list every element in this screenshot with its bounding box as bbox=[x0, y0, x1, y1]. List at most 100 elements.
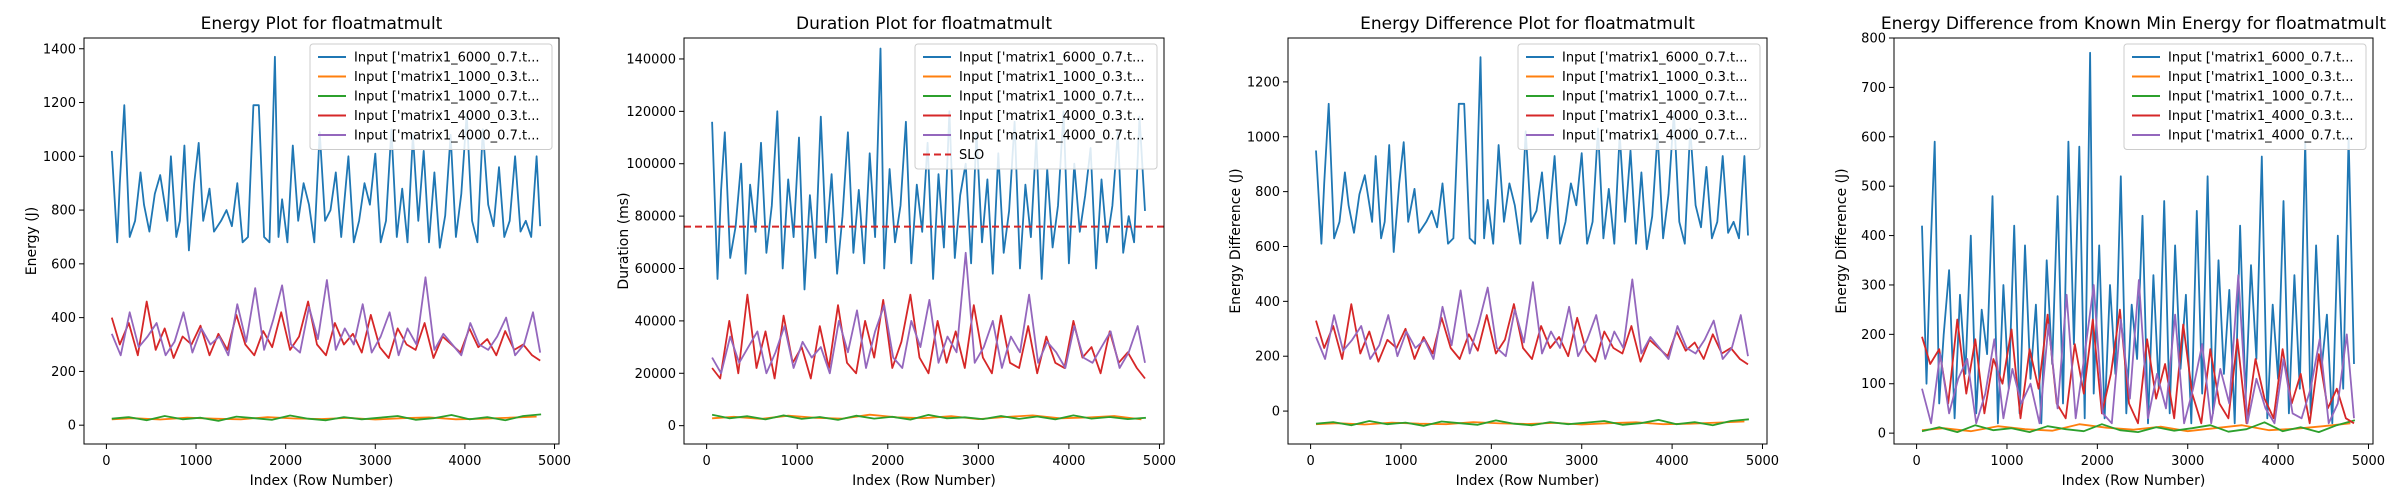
legend-label: Input ['matrix1_4000_0.7.t... bbox=[2168, 129, 2353, 144]
legend-label: Input ['matrix1_1000_0.7.t... bbox=[959, 90, 1144, 105]
x-tick-label: 3000 bbox=[1565, 454, 1598, 469]
series-line-4 bbox=[1315, 303, 1749, 366]
legend-label: Input ['matrix1_6000_0.7.t... bbox=[354, 51, 539, 66]
series-line-5 bbox=[110, 276, 542, 357]
y-tick-label: 600 bbox=[1861, 130, 1886, 145]
legend-label: Input ['matrix1_4000_0.3.t... bbox=[959, 109, 1144, 124]
plot-frame bbox=[83, 37, 560, 445]
y-tick-label: 20000 bbox=[635, 367, 676, 382]
legend-label: Input ['matrix1_1000_0.3.t... bbox=[354, 70, 539, 85]
x-axis-label: Index (Row Number) bbox=[2062, 473, 2206, 489]
y-tick-label: 1000 bbox=[43, 150, 76, 165]
legend-label: Input ['matrix1_1000_0.7.t... bbox=[1562, 90, 1747, 105]
y-tick-label: 0 bbox=[1878, 427, 1886, 442]
y-tick-label: 0 bbox=[1272, 405, 1280, 420]
y-axis-label: Duration (ms) bbox=[616, 192, 632, 289]
legend-box bbox=[914, 43, 1158, 170]
x-tick-label: 3000 bbox=[2171, 454, 2204, 469]
x-tick-label: 2000 bbox=[269, 454, 302, 469]
series-line-3 bbox=[111, 413, 542, 422]
x-tick-label: 4000 bbox=[2262, 454, 2295, 469]
y-tick-label: 1200 bbox=[1247, 75, 1280, 90]
x-tick-label: 0 bbox=[1306, 454, 1314, 469]
x-tick-label: 4000 bbox=[448, 454, 481, 469]
legend-label: Input ['matrix1_4000_0.3.t... bbox=[2168, 109, 2353, 124]
legend-label: Input ['matrix1_4000_0.7.t... bbox=[1562, 129, 1747, 144]
x-axis-label: Index (Row Number) bbox=[852, 473, 996, 489]
y-tick-label: 0 bbox=[68, 419, 76, 434]
y-tick-label: 200 bbox=[1861, 328, 1886, 343]
y-tick-label: 1400 bbox=[43, 42, 76, 57]
x-tick-label: 2000 bbox=[2081, 454, 2114, 469]
x-tick-label: 0 bbox=[703, 454, 711, 469]
legend-label: Input ['matrix1_1000_0.7.t... bbox=[2168, 90, 2353, 105]
x-tick-label: 3000 bbox=[359, 454, 392, 469]
x-tick-label: 1000 bbox=[179, 454, 212, 469]
x-tick-label: 2000 bbox=[1475, 454, 1508, 469]
series-line-3 bbox=[711, 413, 1146, 421]
y-tick-label: 800 bbox=[51, 204, 76, 219]
x-tick-label: 0 bbox=[1912, 454, 1920, 469]
y-tick-label: 800 bbox=[1255, 185, 1280, 200]
legend-label: Input ['matrix1_4000_0.3.t... bbox=[354, 109, 539, 124]
legend-label: Input ['matrix1_1000_0.3.t... bbox=[959, 70, 1144, 85]
legend-box bbox=[1517, 43, 1761, 150]
chart-title: Energy Plot for floatmatmult bbox=[201, 14, 443, 34]
plot-area bbox=[1921, 51, 2356, 434]
chart-4: Energy Difference from Known Min Energy … bbox=[1834, 14, 2386, 489]
series-line-4 bbox=[110, 300, 541, 362]
y-tick-label: 600 bbox=[51, 257, 76, 272]
plot-frame bbox=[1893, 37, 2374, 445]
plot-area bbox=[684, 47, 1164, 421]
x-axis-label: Index (Row Number) bbox=[250, 473, 394, 489]
legend-label: Input ['matrix1_4000_0.7.t... bbox=[959, 129, 1144, 144]
y-tick-label: 140000 bbox=[626, 52, 676, 67]
x-tick-label: 5000 bbox=[2352, 454, 2385, 469]
legend-label: Input ['matrix1_4000_0.3.t... bbox=[1562, 109, 1747, 124]
plot-frame bbox=[1287, 37, 1768, 445]
legend-box bbox=[2123, 43, 2367, 150]
x-tick-label: 4000 bbox=[1052, 454, 1085, 469]
x-tick-label: 2000 bbox=[871, 454, 904, 469]
y-tick-label: 400 bbox=[51, 311, 76, 326]
y-tick-label: 120000 bbox=[626, 105, 676, 120]
y-tick-label: 1200 bbox=[43, 96, 76, 111]
y-tick-label: 200 bbox=[51, 365, 76, 380]
y-axis-label: Energy Difference (J) bbox=[1228, 168, 1244, 313]
y-tick-label: 0 bbox=[668, 419, 676, 434]
y-tick-label: 1000 bbox=[1247, 130, 1280, 145]
series-line-3 bbox=[1315, 418, 1749, 427]
legend-label: Input ['matrix1_6000_0.7.t... bbox=[959, 51, 1144, 66]
legend-label: Input ['matrix1_1000_0.3.t... bbox=[1562, 70, 1747, 85]
y-tick-label: 400 bbox=[1255, 295, 1280, 310]
legend-label: SLO bbox=[959, 148, 984, 163]
series-line-4 bbox=[1921, 308, 2355, 425]
y-tick-label: 800 bbox=[1861, 32, 1886, 47]
y-axis-label: Energy (J) bbox=[24, 207, 40, 276]
y-tick-label: 100 bbox=[1861, 377, 1886, 392]
x-tick-label: 0 bbox=[102, 454, 110, 469]
x-tick-label: 1000 bbox=[1384, 454, 1417, 469]
x-tick-label: 5000 bbox=[1143, 454, 1176, 469]
x-tick-label: 1000 bbox=[1990, 454, 2023, 469]
series-line-5 bbox=[711, 251, 1146, 375]
series-line-3 bbox=[1921, 419, 2356, 434]
chart-title: Energy Difference Plot for floatmatmult bbox=[1360, 14, 1695, 34]
y-tick-label: 200 bbox=[1255, 350, 1280, 365]
y-tick-label: 400 bbox=[1861, 229, 1886, 244]
chart-2: Duration Plot for floatmatmult 0 1000 2000 3… bbox=[616, 14, 1176, 489]
x-tick-label: 1000 bbox=[781, 454, 814, 469]
x-tick-label: 3000 bbox=[962, 454, 995, 469]
legend-label: Input ['matrix1_1000_0.3.t... bbox=[2168, 70, 2353, 85]
y-tick-label: 60000 bbox=[635, 262, 676, 277]
y-tick-label: 100000 bbox=[626, 157, 676, 172]
chart-3: Energy Difference Plot for floatmatmult 0… bbox=[1228, 14, 1779, 489]
legend-label: Input ['matrix1_4000_0.7.t... bbox=[354, 129, 539, 144]
x-tick-label: 4000 bbox=[1656, 454, 1689, 469]
y-tick-label: 40000 bbox=[635, 314, 676, 329]
y-axis-label: Energy Difference (J) bbox=[1834, 168, 1850, 313]
legend-label: Input ['matrix1_6000_0.7.t... bbox=[2168, 51, 2353, 66]
y-tick-label: 600 bbox=[1255, 240, 1280, 255]
